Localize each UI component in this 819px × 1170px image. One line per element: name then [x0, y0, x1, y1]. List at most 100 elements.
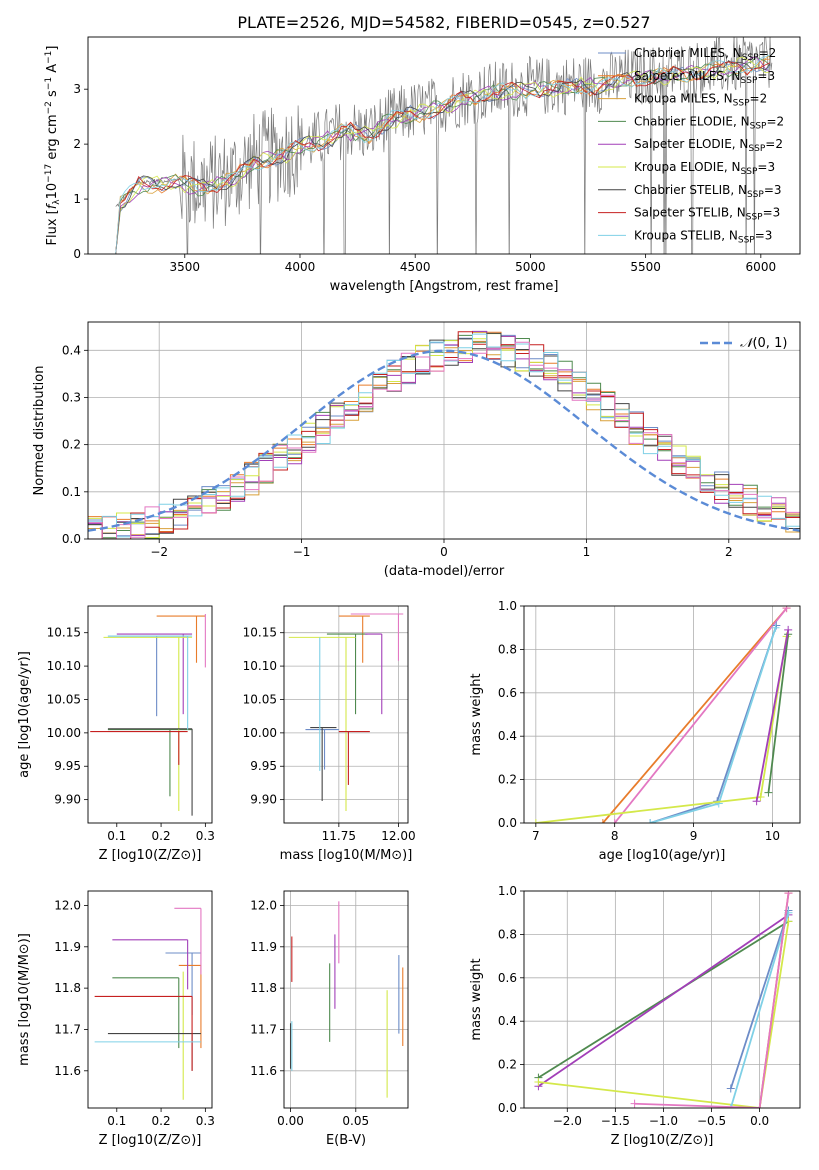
x-tick-label: 0.3 [196, 1114, 215, 1128]
model-spectrum-line [115, 60, 771, 254]
histogram-series [88, 341, 800, 539]
y-tick-label: 0.8 [498, 642, 517, 656]
x-tick-label: 10 [765, 829, 780, 843]
mass_vs_Z-panel: 0.1 0.2 0.3 11.6 11.7 11.8 11.9 12.0 Z [log10(Z/… [17, 890, 215, 1148]
x-tick-label: 9 [690, 829, 698, 843]
plot-area [88, 330, 800, 539]
x-tick-label: 5000 [515, 260, 546, 274]
weight-series-line [613, 607, 788, 823]
axes-frame [87, 36, 801, 255]
weight-series-line [729, 912, 790, 1108]
legend-entry: Kroupa ELODIE, NSSP=3 [634, 160, 775, 177]
legend-entry: Kroupa STELIB, NSSP=3 [634, 228, 772, 245]
weight-marker [531, 819, 540, 823]
x-tick-label: 4500 [400, 260, 431, 274]
errorbar-point [107, 728, 193, 816]
y-tick-label: 0.2 [498, 1058, 517, 1072]
weight-series-line [767, 634, 790, 793]
axes-frame [523, 605, 801, 824]
plot-area [90, 614, 206, 816]
x-tick-label: 0 [440, 545, 448, 559]
weight-marker [714, 799, 723, 808]
x-tick-label: 2 [725, 545, 733, 559]
axes-frame [87, 890, 213, 1109]
errorbar-point [288, 636, 356, 811]
mass_weight_vs_age-panel: 7 8 9 10 0.0 0.2 0.4 0.6 0.8 1.0 age [log10(age/yr… [469, 599, 801, 863]
axes-spectrum: 3500 4000 4500 5000 5500 6000 0 1 2 3 [73, 37, 776, 274]
x-axis-label: Z [log10(Z/Z⊙)] [99, 848, 202, 863]
y-tick-label: 12.0 [54, 898, 81, 912]
y-tick-label: 11.9 [250, 940, 277, 954]
axes-mass_weight_vs_Z: −2.0 −1.5 −1.0 −0.5 0.0 0.0 0.2 0.4 0.6 0.8 1.0 [498, 884, 800, 1128]
x-tick-label: 11.75 [322, 829, 356, 843]
axes-frame [87, 605, 213, 824]
axes-frame [283, 890, 409, 1109]
figure-title: PLATE=2526, MJD=54582, FIBERID=0545, z=0… [237, 13, 650, 32]
y-axis-label: mass weight [469, 673, 484, 755]
x-axis-label: mass [log10(M/M⊙)] [280, 848, 413, 863]
residuals-panel: −2 −1 0 1 2 0.0 0.1 0.2 0.3 0.4 (data-model)/error… [32, 321, 801, 579]
y-tick-label: 0.6 [498, 686, 517, 700]
x-axis-label: wavelength [Angstrom, rest frame] [330, 279, 559, 294]
x-tick-label: 0.2 [152, 829, 171, 843]
x-tick-label: −1.0 [649, 1114, 678, 1128]
x-axis-label: Z [log10(Z/Z⊙)] [611, 1133, 714, 1148]
axes-mass_vs_EBV: 0.00 0.05 11.6 11.7 11.8 11.9 12.0 [250, 891, 408, 1128]
x-tick-label: 8 [611, 829, 619, 843]
x-tick-label: 0.1 [107, 829, 126, 843]
x-tick-label: −1 [293, 545, 311, 559]
spectrum-panel: 3500 4000 4500 5000 5500 6000 0 1 2 3 wavelength [… [44, 36, 801, 294]
errorbar-point [326, 633, 368, 715]
y-tick-label: 10.05 [47, 692, 81, 706]
errorbar-point [310, 726, 337, 801]
x-tick-label: 0.0 [750, 1114, 769, 1128]
y-tick-label: 11.8 [54, 981, 81, 995]
weight-marker [610, 819, 619, 823]
errorbar-point [174, 907, 202, 975]
histogram-series [88, 333, 800, 538]
y-tick-label: 10.15 [47, 626, 81, 640]
axes-age_vs_mass: 11.75 12.00 9.90 9.95 10.00 10.05 10.10 10.15 [243, 606, 416, 843]
weight-marker [598, 819, 607, 823]
weight-marker [764, 788, 773, 797]
x-tick-label: 3500 [170, 260, 201, 274]
x-tick-label: 0.1 [107, 1114, 126, 1128]
y-tick-label: 9.95 [54, 759, 81, 773]
errorbar-point [338, 615, 370, 663]
y-axis-label: mass [log10(M/M⊙)] [17, 933, 32, 1066]
model-spectrum-line [115, 61, 771, 254]
y-tick-label: 0.0 [498, 1101, 517, 1115]
y-tick-label: 0.4 [498, 1014, 517, 1028]
errorbar-point [107, 728, 193, 797]
age_vs_mass-panel: 11.75 12.00 9.90 9.95 10.00 10.05 10.10 10.15 ma… [243, 605, 416, 863]
weight-series-line [729, 910, 790, 1089]
x-tick-label: −0.5 [697, 1114, 726, 1128]
errorbar-point [112, 939, 189, 990]
age_vs_Z-panel: 0.1 0.2 0.3 9.90 9.95 10.00 10.05 10.10 10.15 Z [… [17, 605, 215, 863]
y-axis-label: age [log10(age/yr)] [17, 651, 32, 778]
errorbar-point [365, 633, 383, 715]
y-tick-label: 0.1 [62, 485, 81, 499]
y-tick-label: 0.2 [498, 773, 517, 787]
weight-marker [784, 625, 793, 634]
errorbar-point [338, 730, 370, 785]
y-tick-label: 11.9 [54, 940, 81, 954]
y-axis-label: mass weight [469, 958, 484, 1040]
legend-entry: Chabrier MILES, NSSP=2 [634, 46, 776, 63]
y-tick-label: 0.8 [498, 927, 517, 941]
y-tick-label: 12.0 [250, 898, 277, 912]
weight-marker [784, 891, 793, 898]
axes-frame [283, 605, 409, 824]
weight-series-line [537, 914, 790, 1088]
x-axis-label: Z [log10(Z/Z⊙)] [99, 1133, 202, 1148]
y-tick-label: 10.15 [243, 626, 277, 640]
x-tick-label: 5500 [630, 260, 661, 274]
plot-area [531, 606, 793, 823]
legend-entry: Salpeter MILES, NSSP=3 [634, 69, 775, 86]
y-tick-label: 11.7 [250, 1022, 277, 1036]
y-tick-label: 10.10 [243, 659, 277, 673]
legend-entry: Salpeter ELODIE, NSSP=2 [634, 137, 783, 154]
x-tick-label: 0.00 [277, 1114, 304, 1128]
